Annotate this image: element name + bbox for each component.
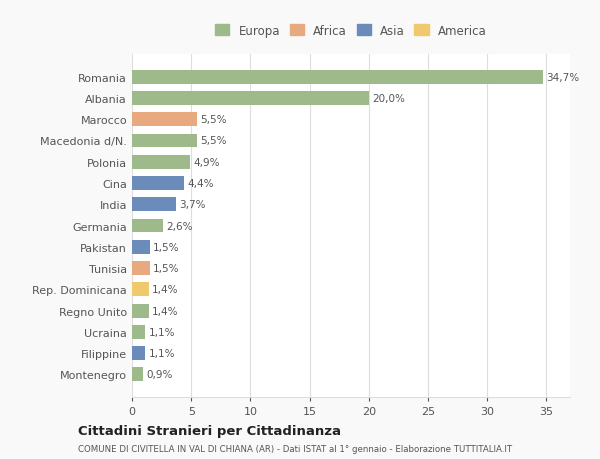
Text: 5,5%: 5,5% [200,136,227,146]
Text: 1,4%: 1,4% [152,285,179,295]
Bar [132,347,145,360]
Text: 1,5%: 1,5% [154,242,180,252]
Bar [132,241,150,254]
Bar [132,134,197,148]
Text: 1,5%: 1,5% [154,263,180,274]
Bar [132,71,543,84]
Text: 20,0%: 20,0% [373,94,405,104]
Bar [132,325,145,339]
Text: 4,9%: 4,9% [194,157,220,168]
Text: 0,9%: 0,9% [146,369,173,380]
Legend: Europa, Africa, Asia, America: Europa, Africa, Asia, America [211,20,491,42]
Bar [132,113,197,127]
Bar [132,283,149,297]
Bar [132,368,143,381]
Text: 2,6%: 2,6% [166,221,193,231]
Bar [132,198,176,212]
Text: 3,7%: 3,7% [179,200,206,210]
Text: Cittadini Stranieri per Cittadinanza: Cittadini Stranieri per Cittadinanza [78,424,341,437]
Text: 34,7%: 34,7% [547,73,580,83]
Bar [132,177,184,190]
Text: 1,1%: 1,1% [149,327,175,337]
Text: 5,5%: 5,5% [200,115,227,125]
Text: 1,1%: 1,1% [149,348,175,358]
Text: 4,4%: 4,4% [188,179,214,189]
Text: 1,4%: 1,4% [152,306,179,316]
Bar [132,304,149,318]
Bar [132,219,163,233]
Bar [132,156,190,169]
Bar [132,92,369,106]
Text: COMUNE DI CIVITELLA IN VAL DI CHIANA (AR) - Dati ISTAT al 1° gennaio - Elaborazi: COMUNE DI CIVITELLA IN VAL DI CHIANA (AR… [78,444,512,453]
Bar [132,262,150,275]
